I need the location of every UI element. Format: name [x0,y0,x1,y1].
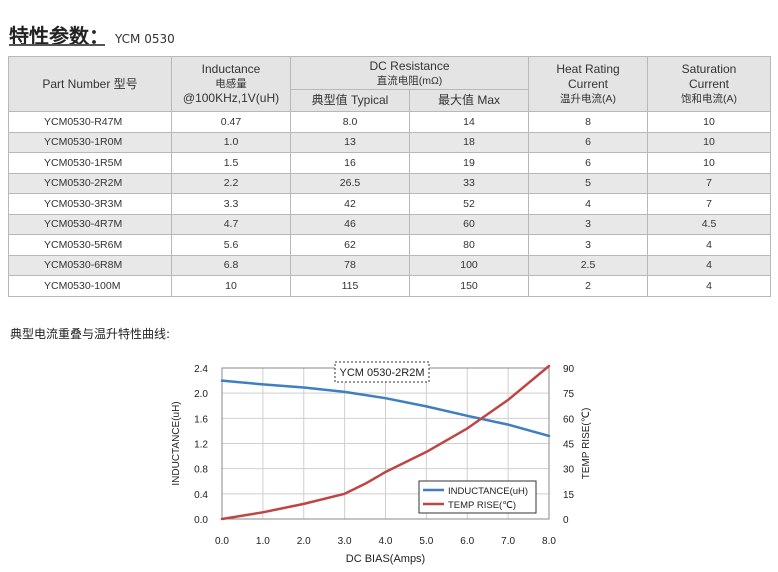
x-tick-label: 3.0 [338,536,352,547]
cell-inductance: 3.3 [171,193,291,215]
x-tick-label: 0.0 [215,536,229,547]
x-axis-label: DC BIAS(Amps) [346,553,425,565]
cell-inductance: 6.8 [171,254,291,276]
cell-part: YCM0530-100M [8,275,172,297]
table-row: YCM0530-3R3M 3.3 42 52 4 7 [8,193,771,215]
cell-part: YCM0530-6R8M [8,254,172,276]
cell-heat: 2.5 [528,254,648,276]
y-tick-label: 2.4 [194,364,208,375]
chart-title: YCM 0530-2R2M [340,367,425,379]
y2-tick-label: 45 [563,440,575,451]
x-tick-label: 2.0 [297,536,311,547]
x-tick-label: 8.0 [542,536,556,547]
cell-part: YCM0530-3R3M [8,193,172,215]
cell-sat: 7 [647,172,771,194]
col-header-dcr-typical: 典型值 Typical [290,89,410,112]
cell-part: YCM0530-R47M [8,111,172,133]
legend-label-temp-rise: TEMP RISE(℃) [448,500,516,511]
cell-inductance: 1.0 [171,131,291,153]
cell-inductance: 4.7 [171,213,291,235]
cell-dcr-max: 60 [409,213,529,235]
cell-dcr-typ: 26.5 [290,172,410,194]
cell-dcr-max: 100 [409,254,529,276]
y2-tick-label: 0 [563,515,569,526]
chart-title-box [334,361,430,383]
table-row: YCM0530-5R6M 5.6 62 80 3 4 [8,234,771,256]
table-row: YCM0530-R47M 0.47 8.0 14 8 10 [8,111,771,133]
col-header-dcr-max: 最大值 Max [409,89,529,112]
cell-part: YCM0530-4R7M [8,213,172,235]
col-header-heat-rating: Heat Rating Current 温升电流(A) [528,56,648,112]
col-header-part-number: Part Number 型号 [8,56,172,112]
y2-axis-label: TEMP RISE(℃) [581,408,592,480]
legend-box [418,480,537,514]
legend-label-inductance: INDUCTANCE(uH) [448,486,528,497]
table-row: YCM0530-2R2M 2.2 26.5 33 5 7 [8,172,771,194]
y-tick-label: 2.0 [194,389,208,400]
table-row: YCM0530-1R0M 1.0 13 18 6 10 [8,131,771,153]
y-axis-label: INDUCTANCE(uH) [171,401,182,485]
x-tick-label: 6.0 [460,536,474,547]
col-header-inductance: Inductance 电感量 @100KHz,1V(uH) [171,56,291,112]
cell-heat: 3 [528,213,648,235]
spec-table: Part Number 型号 Inductance 电感量 @100KHz,1V… [8,56,771,297]
y2-tick-label: 15 [563,490,575,501]
y2-tick-label: 75 [563,389,575,400]
cell-sat: 4 [647,254,771,276]
cell-dcr-max: 150 [409,275,529,297]
x-tick-label: 1.0 [256,536,270,547]
inductance-series-line [220,379,551,438]
y-tick-label: 0.0 [194,515,208,526]
x-tick-label: 5.0 [419,536,433,547]
cell-dcr-max: 33 [409,172,529,194]
cell-inductance: 0.47 [171,111,291,133]
x-tick-label: 4.0 [379,536,393,547]
cell-dcr-typ: 46 [290,213,410,235]
cell-sat: 4 [647,275,771,297]
curves-title: 典型电流重叠与温升特性曲线: [10,327,171,341]
cell-part: YCM0530-2R2M [8,172,172,194]
x-tick-label: 7.0 [501,536,515,547]
table-row: YCM0530-100M 10 115 150 2 4 [8,275,771,297]
y2-tick-label: 90 [563,364,575,375]
y2-tick-label: 30 [563,465,575,476]
y-tick-label: 0.4 [194,490,208,501]
table-row: YCM0530-1R5M 1.5 16 19 6 10 [8,152,771,174]
heading-model: YCM 0530 [115,32,175,46]
y-tick-label: 0.8 [194,465,208,476]
cell-dcr-typ: 78 [290,254,410,276]
y2-tick-label: 60 [563,414,575,425]
cell-part: YCM0530-1R0M [8,131,172,153]
table-row: YCM0530-6R8M 6.8 78 100 2.5 4 [8,254,771,276]
col-header-saturation: Saturation Current 饱和电流(A) [647,56,771,112]
y-tick-label: 1.2 [194,440,208,451]
table-row: YCM0530-4R7M 4.7 46 60 3 4.5 [8,213,771,235]
cell-inductance: 2.2 [171,172,291,194]
cell-heat: 2 [528,275,648,297]
temp-rise-series-line [220,364,551,521]
heading-underline [9,44,105,46]
y-tick-label: 1.6 [194,414,208,425]
